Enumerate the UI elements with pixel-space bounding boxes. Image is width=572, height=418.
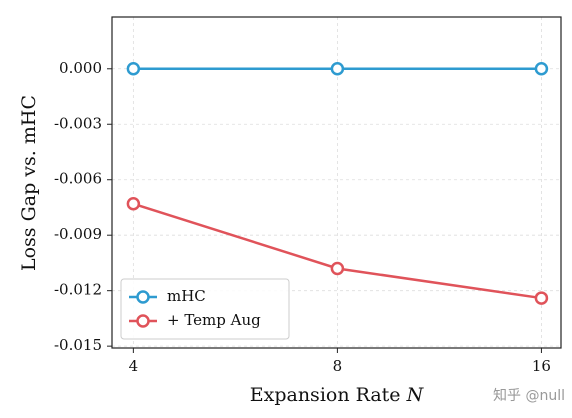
y-axis-label: Loss Gap vs. mHC bbox=[18, 95, 40, 271]
y-tick-label: -0.015 bbox=[54, 336, 102, 354]
y-tick-label: -0.003 bbox=[54, 114, 102, 132]
data-point bbox=[126, 62, 141, 76]
legend-marker bbox=[136, 290, 150, 304]
x-tick-label: 16 bbox=[532, 357, 551, 375]
legend-label: mHC bbox=[167, 287, 206, 305]
legend-marker bbox=[136, 314, 150, 328]
legend-label: + Temp Aug bbox=[167, 311, 261, 329]
x-axis-label-text: Expansion Rate bbox=[250, 384, 401, 406]
y-tick-label: -0.012 bbox=[54, 281, 102, 299]
watermark: 知乎 @null bbox=[493, 387, 565, 404]
legend-box bbox=[120, 278, 290, 340]
data-point bbox=[534, 62, 549, 76]
x-axis-label: Expansion Rate N bbox=[250, 384, 425, 406]
x-axis-label-var: N bbox=[406, 384, 425, 406]
data-point bbox=[126, 197, 141, 211]
y-tick-label: 0.000 bbox=[59, 59, 102, 77]
y-tick-label: -0.009 bbox=[54, 225, 102, 243]
data-point bbox=[330, 261, 345, 276]
x-tick-label: 8 bbox=[333, 357, 343, 375]
legend: mHC + Temp Aug bbox=[120, 278, 290, 340]
x-tick-label: 4 bbox=[129, 357, 139, 375]
plot-frame bbox=[111, 16, 562, 349]
y-tick-label: -0.006 bbox=[54, 170, 102, 188]
data-point bbox=[534, 291, 549, 305]
data-point bbox=[330, 62, 345, 76]
